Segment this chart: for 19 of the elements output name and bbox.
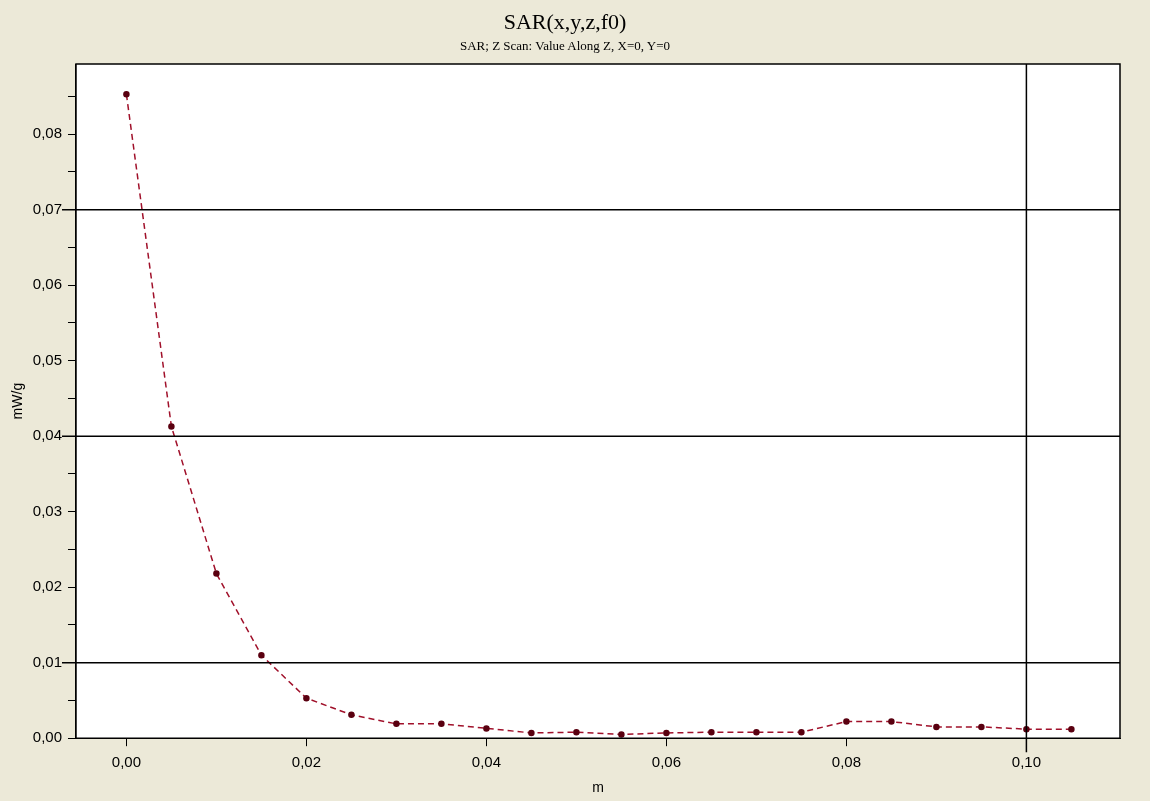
y-tick-label: 0,08 xyxy=(32,124,62,142)
y-tick-label: 0,05 xyxy=(32,350,62,368)
y-tick-label: 0,07 xyxy=(32,199,62,217)
y-tick-label: 0,04 xyxy=(32,426,62,444)
y-axis-title: mW/g xyxy=(9,382,26,420)
y-tick-label: 0,00 xyxy=(32,728,62,746)
y-tick-label: 0,01 xyxy=(32,652,62,670)
x-tick-label: 0,00 xyxy=(111,753,141,771)
y-tick-label: 0,03 xyxy=(32,501,62,519)
x-tick-label: 0,02 xyxy=(291,753,321,771)
chart-subtitle: SAR; Z Scan: Value Along Z, X=0, Y=0 xyxy=(459,37,671,53)
x-tick-label: 0,06 xyxy=(651,753,681,771)
x-axis-title: m xyxy=(592,779,604,796)
y-tick-label: 0,06 xyxy=(32,275,62,293)
x-tick-label: 0,08 xyxy=(831,753,861,771)
x-tick-label: 0,04 xyxy=(471,753,501,771)
y-tick-label: 0,02 xyxy=(32,577,62,595)
x-tick-label: 0,10 xyxy=(1011,753,1041,771)
chart-title: SAR(x,y,z,f0) xyxy=(503,8,627,34)
